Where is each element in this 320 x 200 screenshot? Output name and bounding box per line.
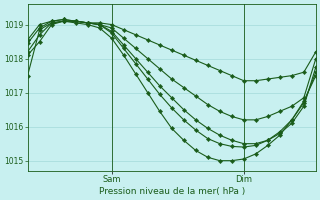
X-axis label: Pression niveau de la mer( hPa ): Pression niveau de la mer( hPa ) bbox=[99, 187, 245, 196]
